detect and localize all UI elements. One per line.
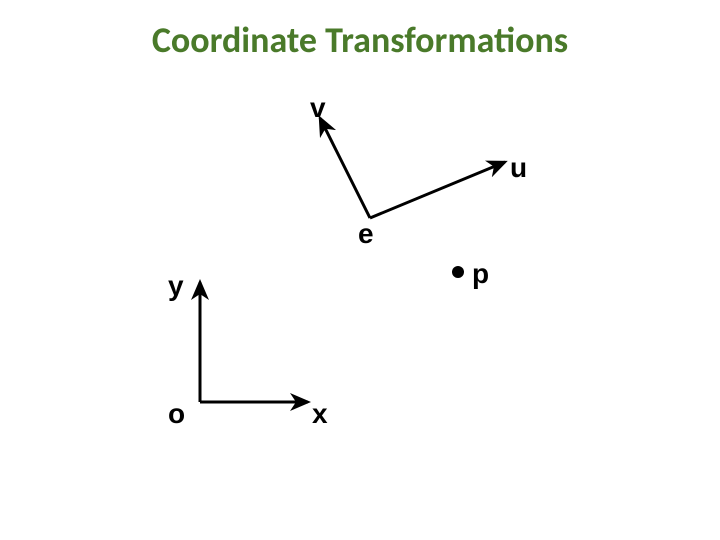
u-axis-line — [370, 162, 505, 218]
v-axis-line — [320, 118, 370, 218]
point-p-dot — [452, 266, 464, 278]
point-p-label: p — [472, 258, 489, 290]
v-axis-label: v — [310, 92, 326, 124]
y-axis-label: y — [168, 270, 184, 302]
x-axis-label: x — [312, 398, 328, 430]
origin-o-label: o — [168, 398, 185, 430]
diagram-canvas — [0, 0, 720, 540]
origin-e-label: e — [358, 218, 374, 250]
u-axis-label: u — [510, 152, 527, 184]
